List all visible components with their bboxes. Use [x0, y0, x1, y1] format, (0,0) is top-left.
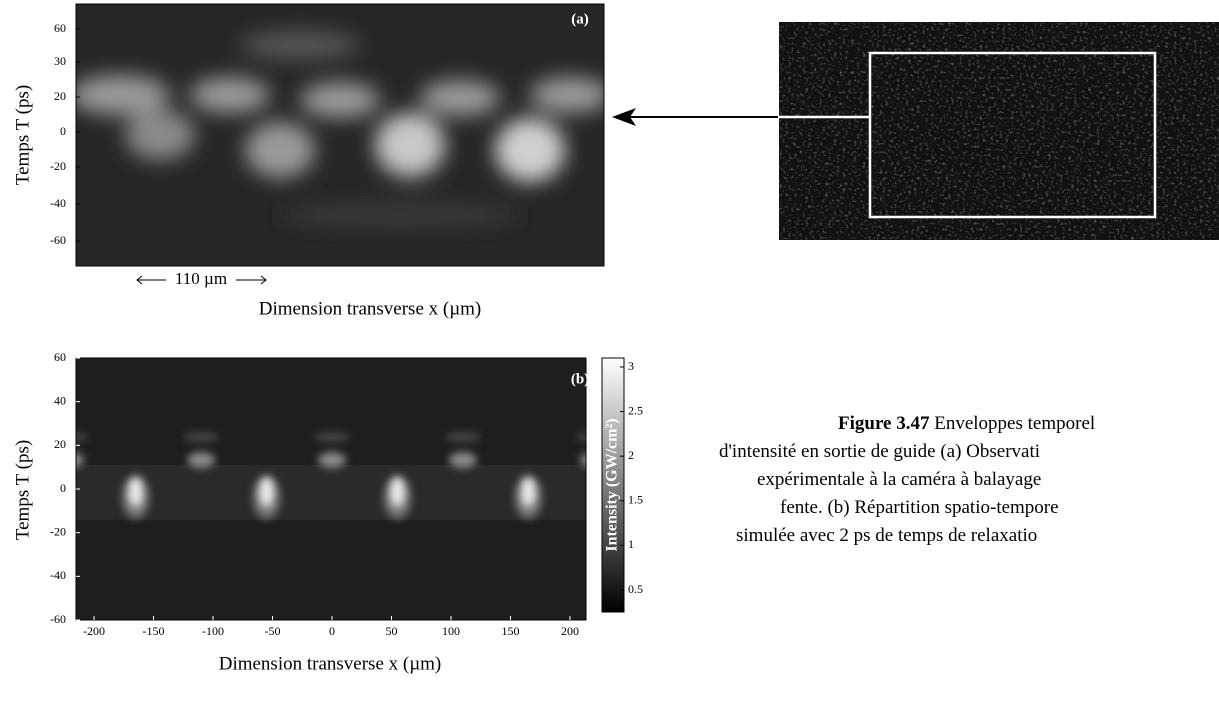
- x-tick-label: 50: [386, 624, 398, 638]
- x-tick-label: 150: [502, 624, 520, 638]
- blob: [444, 432, 481, 442]
- caption-text: simulée avec 2 ps de temps de relaxatio: [736, 525, 1037, 546]
- x-tick-label: -100: [202, 624, 224, 638]
- x-axis-label: Dimension transverse x (µm): [259, 298, 482, 319]
- blob: [318, 452, 346, 468]
- panel-a-image: [76, 4, 604, 266]
- panel-label: (a): [571, 11, 589, 27]
- y-tick-label: 20: [54, 89, 66, 103]
- scale-bar-label: 110 µm: [175, 269, 227, 288]
- caption-line: fente. (b) Répartition spatio-tempore: [780, 497, 1059, 518]
- blob: [522, 478, 535, 506]
- x-tick-label: 200: [561, 624, 579, 638]
- caption-text: d'intensité en sortie de guide (a) Obser…: [719, 441, 1040, 462]
- blob: [260, 478, 273, 506]
- panel-a-frame: [75, 3, 605, 267]
- x-tick-label: -150: [143, 624, 165, 638]
- panel-label: (b): [571, 371, 589, 387]
- y-axis-label: Temps T (ps): [12, 440, 33, 540]
- caption-line: d'intensité en sortie de guide (a) Obser…: [719, 441, 1040, 462]
- arrow: [612, 108, 778, 126]
- x-axis-label: Dimension transverse x (µm): [219, 653, 442, 674]
- colorbar: [601, 357, 625, 613]
- blob: [448, 452, 477, 468]
- x-tick-label: -200: [83, 624, 105, 638]
- blob: [76, 432, 89, 442]
- camera-image: [779, 22, 1219, 240]
- scale-bar-arrows: [136, 275, 267, 285]
- y-tick-label: 60: [54, 350, 66, 364]
- x-tick-label: 100: [442, 624, 460, 638]
- y-tick-label: 30: [54, 54, 66, 68]
- y-tick-label: -60: [50, 612, 66, 626]
- caption-text: fente. (b) Répartition spatio-tempore: [780, 497, 1059, 518]
- y-tick-label: -60: [50, 233, 66, 247]
- caption-text: Enveloppes temporel: [929, 413, 1095, 434]
- y-tick-label: 0: [60, 124, 66, 138]
- colorbar-tick-label: 3: [628, 359, 634, 373]
- blob: [187, 452, 216, 468]
- y-tick-label: -20: [50, 524, 66, 538]
- caption-line: expérimentale à la caméra à balayage: [757, 469, 1041, 490]
- y-tick-label: -40: [50, 196, 66, 210]
- blob: [129, 478, 142, 506]
- y-axis-label: Temps T (ps): [12, 85, 33, 185]
- y-tick-label: -40: [50, 568, 66, 582]
- blob: [575, 432, 586, 442]
- caption-line: Figure 3.47 Enveloppes temporel: [838, 413, 1095, 434]
- y-tick-label: 60: [54, 21, 66, 35]
- blob: [76, 452, 85, 468]
- panel-b-image: [76, 358, 586, 620]
- blob: [314, 432, 350, 442]
- y-tick-label: 0: [60, 481, 66, 495]
- colorbar-tick-label: 2.5: [628, 403, 643, 417]
- y-tick-label: 40: [54, 393, 66, 407]
- colorbar-tick-label: 1: [628, 537, 634, 551]
- blob: [391, 478, 404, 506]
- colorbar-label: Intensity (GW/cm²): [604, 418, 621, 551]
- x-tick-label: -50: [265, 624, 281, 638]
- x-tick-label: 0: [329, 624, 335, 638]
- colorbar-tick-label: 1.5: [628, 493, 643, 507]
- colorbar-tick-label: 2: [628, 448, 634, 462]
- blob: [579, 453, 586, 467]
- blob: [183, 432, 220, 442]
- y-tick-label: 20: [54, 437, 66, 451]
- y-tick-label: -20: [50, 159, 66, 173]
- caption-text: expérimentale à la caméra à balayage: [757, 469, 1041, 490]
- caption-line: simulée avec 2 ps de temps de relaxatio: [736, 525, 1037, 546]
- caption-number: Figure 3.47: [838, 413, 930, 434]
- colorbar-tick-label: 0.5: [628, 582, 643, 596]
